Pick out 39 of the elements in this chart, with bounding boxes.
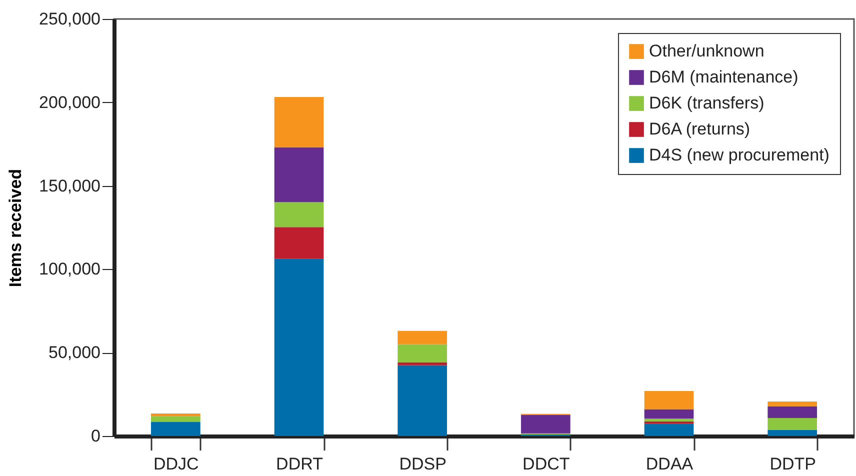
bar [768, 418, 817, 430]
bar [151, 416, 200, 422]
legend-label: Other/unknown [649, 42, 764, 60]
y-axis-title: Items received [6, 168, 26, 288]
bar [274, 258, 324, 436]
bar [644, 424, 694, 436]
x-tick-label: DDTP [770, 454, 816, 474]
x-tick-label: DDRT [276, 454, 323, 474]
bar [274, 97, 324, 148]
bar [398, 330, 447, 344]
bar [398, 362, 447, 366]
bar [521, 414, 570, 434]
bar [768, 430, 817, 436]
y-tick-label: 0 [91, 426, 100, 446]
bar [768, 406, 817, 418]
bar [398, 344, 447, 362]
bar [644, 409, 694, 419]
bar [644, 390, 694, 410]
bar [274, 147, 324, 202]
bar [768, 401, 817, 406]
legend-label: D4S (new procurement) [649, 146, 830, 164]
legend-label: D6A (returns) [649, 120, 750, 138]
x-tick-label: DDCT [522, 454, 570, 474]
bar [274, 202, 324, 228]
legend-label: D6M (maintenance) [649, 68, 798, 86]
bar [274, 227, 324, 259]
bar [644, 418, 694, 422]
bar [151, 422, 200, 436]
legend-label: D6K (transfers) [649, 94, 764, 112]
y-tick-label: 50,000 [48, 343, 100, 362]
x-tick-label: DDAA [646, 454, 694, 474]
y-tick-label: 200,000 [39, 92, 100, 112]
x-tick-label: DDJC [153, 454, 199, 474]
y-tick-label: 250,000 [39, 10, 100, 28]
bar [398, 365, 447, 436]
bar [151, 413, 200, 416]
y-tick-label: 100,000 [39, 260, 100, 279]
x-tick-label: DDSP [399, 454, 446, 474]
y-tick-label: 150,000 [39, 176, 100, 196]
